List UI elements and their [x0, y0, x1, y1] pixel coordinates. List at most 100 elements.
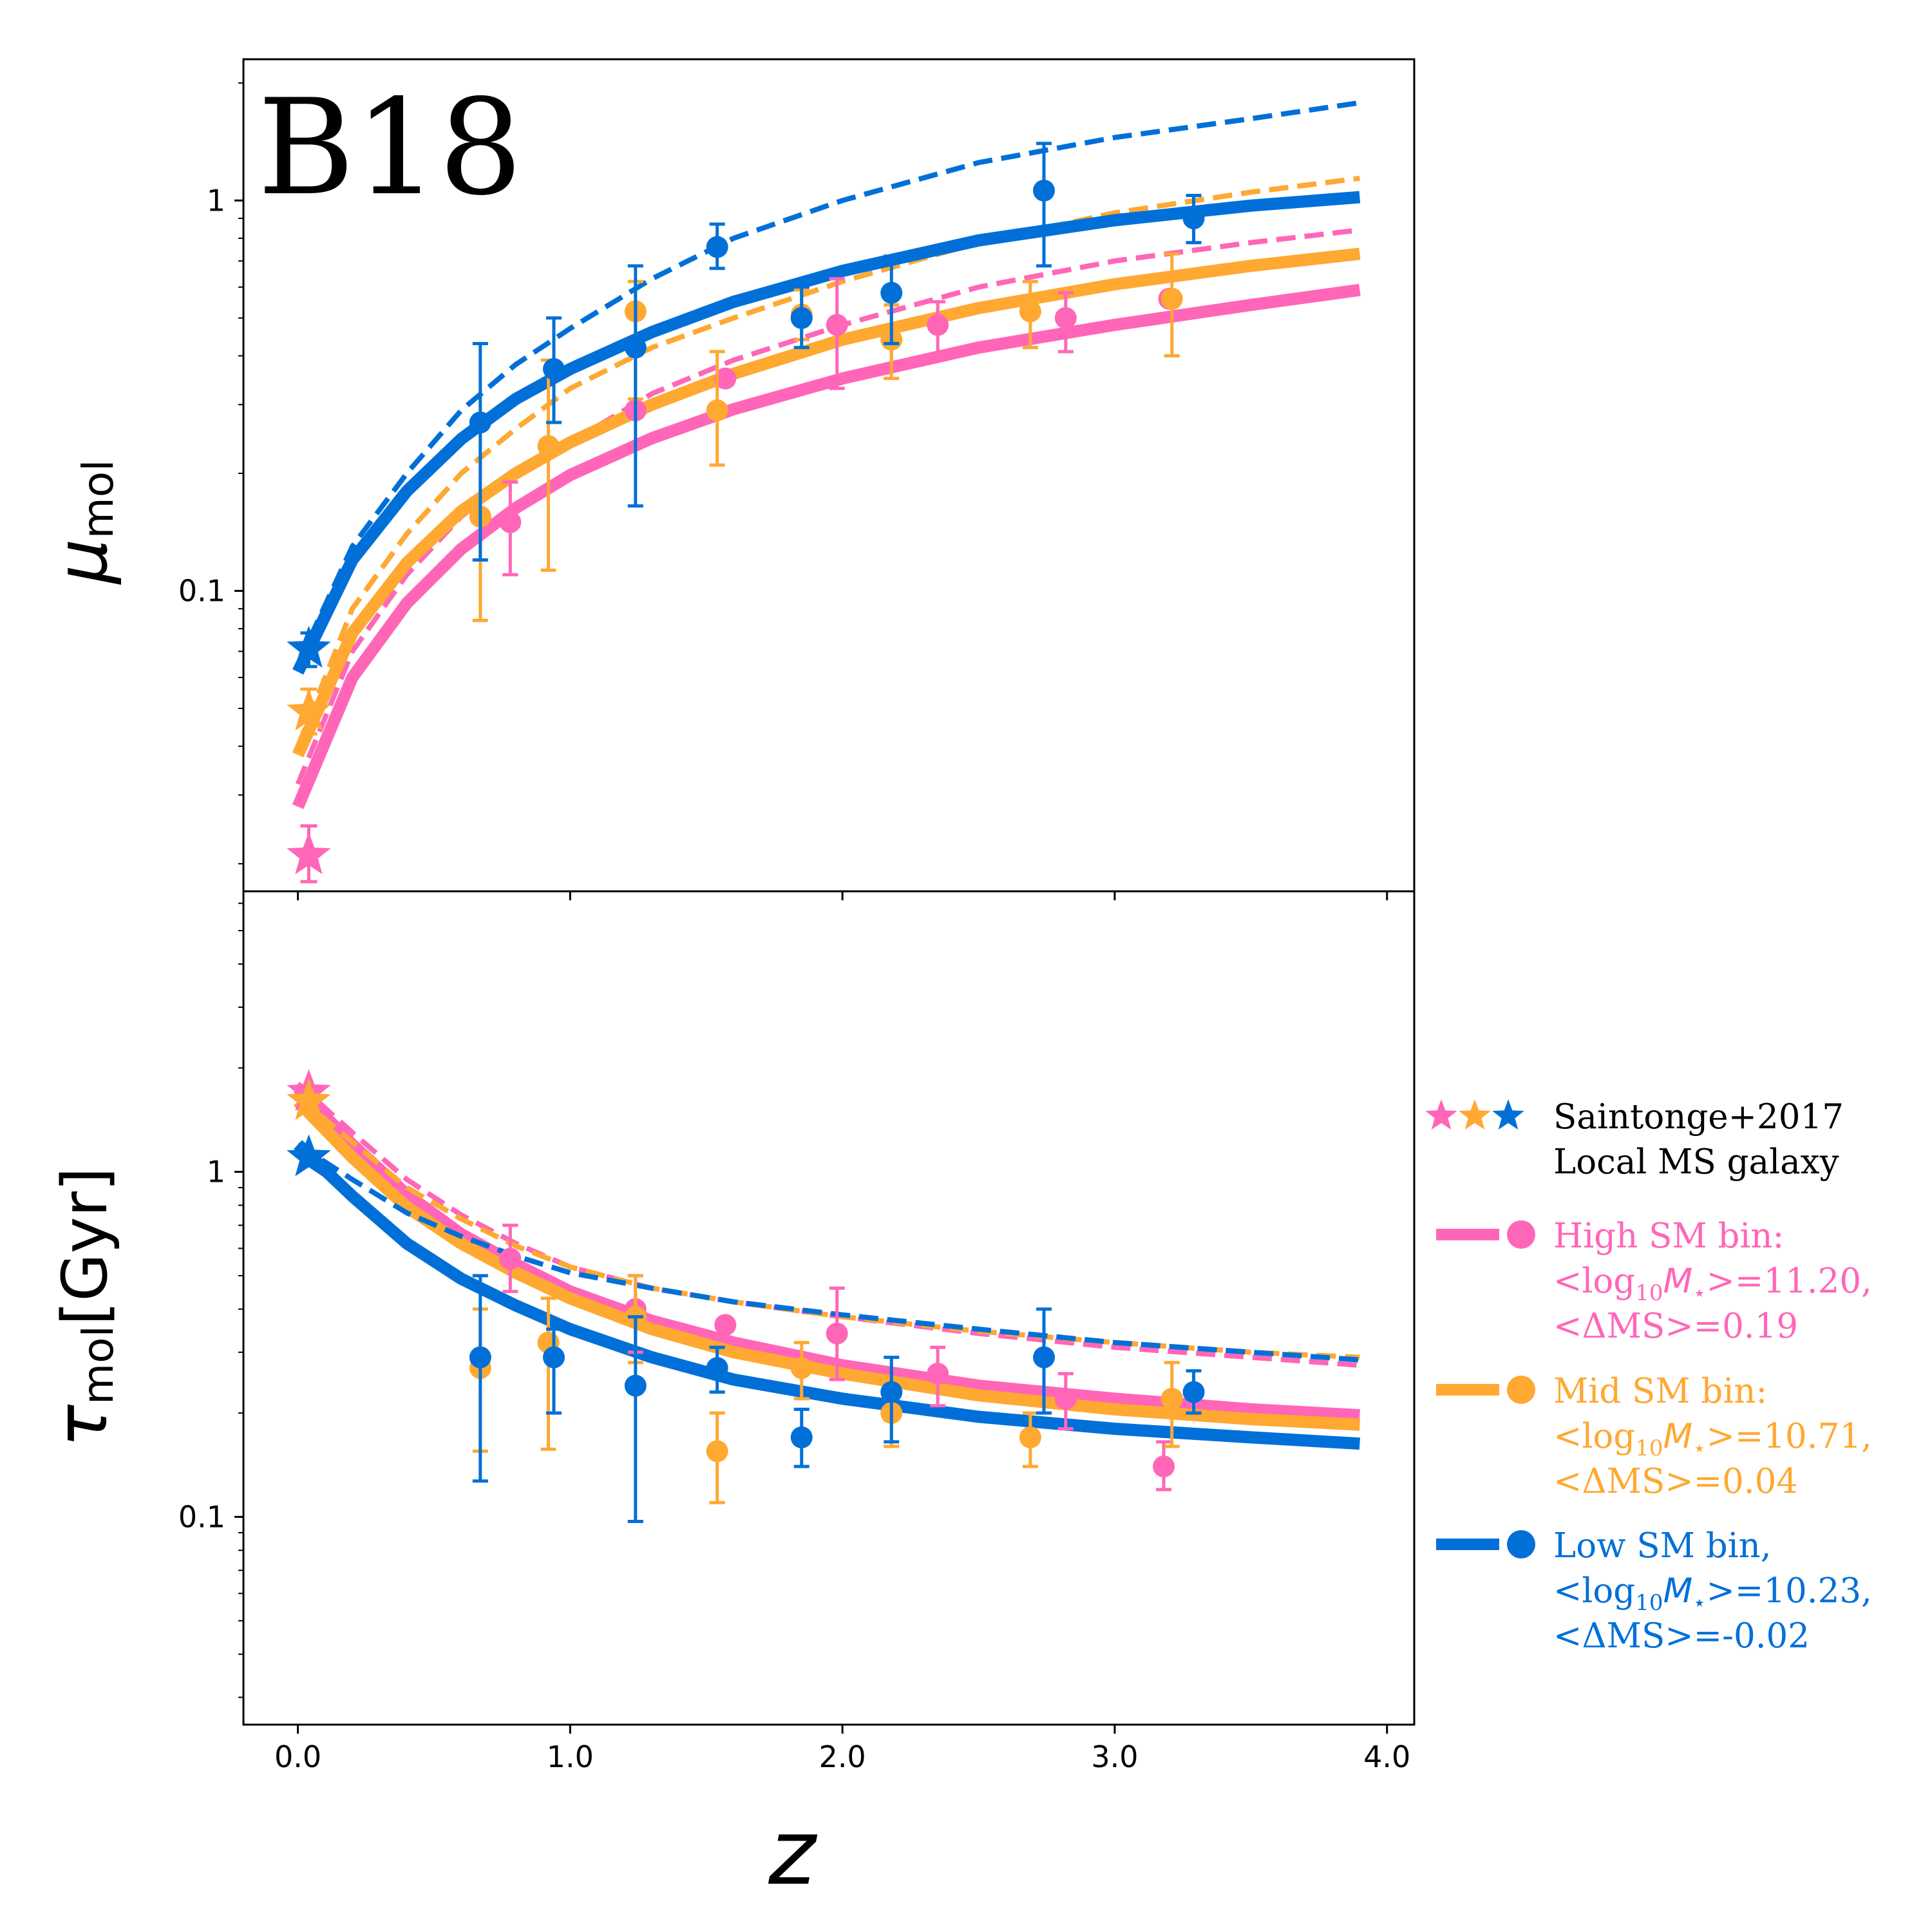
legend-mid-mass-var: M	[1663, 1417, 1692, 1456]
legend-high-mass-prefix: <log	[1553, 1262, 1635, 1301]
top-y-axis-label: μmol	[41, 459, 123, 585]
panel-label-b18: B18	[258, 71, 523, 225]
top-data-point-2-7	[1182, 207, 1205, 230]
top-ylabel-subscript: mol	[73, 459, 123, 538]
bottom-data-point-2-1	[542, 1346, 565, 1368]
legend-low-line1: Low SM bin,	[1553, 1526, 1772, 1566]
top-data-point-2-4	[790, 307, 813, 329]
legend-low-mass-sub: 10	[1635, 1590, 1663, 1616]
legend-entry-low: Low SM bin, <log10M⋆>=10.23, <ΔMS>=-0.02	[1553, 1526, 1872, 1656]
legend-entry-mid: Mid SM bin: <log10M⋆>=10.71, <ΔMS>=0.04	[1553, 1372, 1872, 1501]
bottom-panel: 0.11 0.0 1.0 2.0 3.0 4.0 τmol[Gyr] z	[41, 890, 1416, 1906]
bottom-y-axis-label: τmol[Gyr]	[41, 1168, 123, 1448]
top-ytick-label-1: 1	[207, 183, 225, 218]
top-data-point-1-1	[537, 435, 560, 457]
top-data-point-2-0	[469, 411, 491, 433]
bottom-data-point-0-4	[927, 1363, 949, 1385]
bottom-xtick-label-1: 1.0	[547, 1739, 594, 1774]
top-ytick-label-0: 0.1	[178, 573, 225, 608]
legend-mid-mass-star: ⋆	[1692, 1435, 1706, 1461]
bottom-data-point-2-4	[790, 1426, 813, 1448]
legend-high-mass-star: ⋆	[1692, 1280, 1706, 1306]
legend-mid-line2: <log10M⋆>=10.71,	[1553, 1417, 1872, 1461]
bottom-data-point-2-7	[1182, 1381, 1205, 1403]
bottom-y-ticks: 0.11	[178, 902, 243, 1698]
legend-dot-handle-2	[1507, 1530, 1535, 1558]
legend-high-line2: <log10M⋆>=11.20,	[1553, 1262, 1872, 1306]
legend-star-handle-2	[1492, 1099, 1524, 1130]
bottom-data-point-2-3	[706, 1357, 728, 1379]
bottom-star-marker-1	[287, 1078, 331, 1121]
top-data-point-2-6	[1033, 179, 1056, 202]
top-data-point-0-2	[714, 367, 737, 390]
legend-low-mass-var: M	[1663, 1571, 1692, 1611]
bottom-panel-frame	[242, 890, 1416, 1726]
legend-entry-saintonge: Saintonge+2017 Local MS galaxy	[1553, 1097, 1844, 1182]
bottom-data-point-2-0	[469, 1346, 491, 1368]
bottom-curve-dashed-5	[296, 1142, 1360, 1363]
legend-low-mass-star: ⋆	[1692, 1590, 1706, 1616]
top-data-point-0-0	[499, 511, 522, 533]
legend-mid-mass-value: >=10.71,	[1707, 1417, 1872, 1456]
top-data-point-1-3	[706, 399, 728, 422]
legend-low-line3: <ΔMS>=-0.02	[1553, 1616, 1810, 1656]
legend-high-line1: High SM bin:	[1553, 1217, 1784, 1256]
legend-high-mass-value: >=11.20,	[1707, 1262, 1872, 1301]
bottom-curve-solid-2	[293, 1097, 1360, 1431]
legend-low-mass-value: >=10.23,	[1707, 1571, 1872, 1611]
top-data-point-2-1	[542, 358, 565, 381]
top-star-marker-0	[287, 832, 331, 875]
legend-mid-mass-sub: 10	[1635, 1435, 1663, 1461]
x-axis-label: z	[768, 1801, 818, 1906]
top-data-point-1-7	[1160, 287, 1183, 310]
top-y-ticks: 0.11	[178, 82, 243, 865]
bottom-plot-area	[287, 1069, 1360, 1523]
legend-saintonge-line2: Local MS galaxy	[1553, 1142, 1839, 1182]
legend-dot-handle-0	[1507, 1220, 1535, 1249]
bottom-data-point-2-2	[624, 1374, 647, 1397]
bottom-data-point-2-6	[1033, 1346, 1056, 1368]
top-curve-solid-0	[292, 283, 1361, 810]
legend-saintonge-line1: Saintonge+2017	[1553, 1097, 1844, 1137]
bottom-ytick-label-0: 0.1	[178, 1499, 225, 1534]
bottom-star-marker-2	[287, 1134, 331, 1177]
top-data-point-2-5	[880, 281, 903, 304]
top-ylabel-symbol: μ	[41, 539, 123, 585]
top-data-point-0-4	[826, 314, 848, 336]
legend-high-mass-var: M	[1663, 1262, 1692, 1301]
bottom-data-point-1-3	[706, 1440, 728, 1463]
bottom-data-point-0-3	[826, 1322, 848, 1345]
legend-mid-line1: Mid SM bin:	[1553, 1372, 1767, 1411]
top-curve-dashed-3	[295, 175, 1360, 748]
legend-star-handle-0	[1425, 1099, 1457, 1130]
top-data-point-1-6	[1019, 300, 1041, 323]
legend-low-mass-prefix: <log	[1553, 1571, 1635, 1611]
legend-dot-handle-1	[1507, 1376, 1535, 1404]
bottom-ytick-label-1: 1	[207, 1155, 225, 1189]
legend-star-handle-1	[1459, 1099, 1491, 1130]
bottom-x-ticks: 0.0 1.0 2.0 3.0 4.0	[274, 1725, 1410, 1774]
bottom-ylabel-symbol: τ	[41, 1404, 123, 1447]
top-curve-dashed-1	[295, 227, 1360, 786]
bottom-ylabel-subscript: mol	[73, 1325, 123, 1405]
top-data-point-0-6	[1054, 307, 1077, 329]
legend-mid-line3: <ΔMS>=0.04	[1553, 1462, 1798, 1501]
bottom-data-point-0-0	[499, 1247, 522, 1270]
bottom-data-point-2-5	[880, 1381, 903, 1403]
bottom-curve-solid-0	[293, 1083, 1360, 1422]
legend-high-line3: <ΔMS>=0.19	[1553, 1307, 1798, 1346]
top-curve-dashed-5	[295, 100, 1360, 665]
bottom-data-point-1-4	[790, 1357, 813, 1379]
top-data-point-0-5	[927, 314, 949, 336]
bottom-xtick-label-4: 4.0	[1363, 1739, 1410, 1774]
legend: Saintonge+2017 Local MS galaxy High SM b…	[1425, 1097, 1872, 1656]
legend-mid-mass-prefix: <log	[1553, 1417, 1635, 1456]
legend-low-line2: <log10M⋆>=10.23,	[1553, 1571, 1872, 1616]
legend-entry-high: High SM bin: <log10M⋆>=11.20, <ΔMS>=0.19	[1553, 1217, 1872, 1346]
top-series-group	[287, 100, 1361, 884]
bottom-series-group	[287, 1069, 1360, 1523]
bottom-xtick-label-0: 0.0	[274, 1739, 321, 1774]
top-data-point-2-3	[706, 236, 728, 258]
